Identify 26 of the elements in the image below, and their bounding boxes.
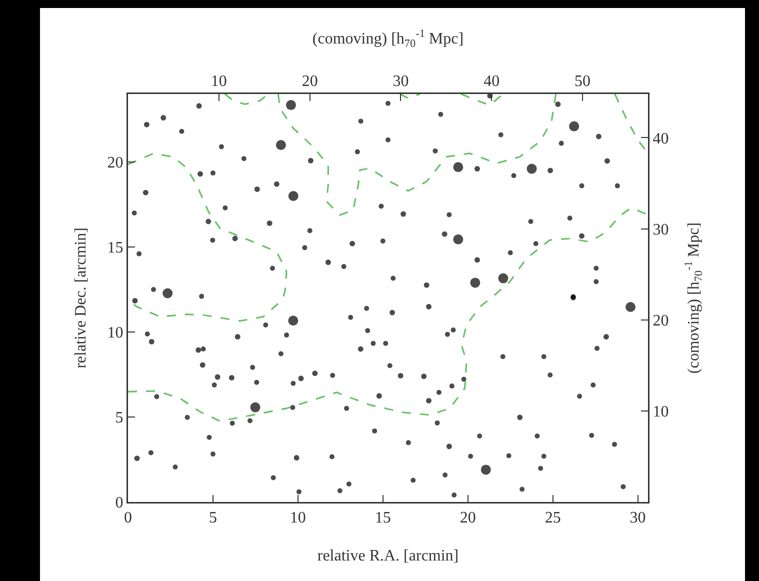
y2-tick-label: 30	[652, 221, 669, 238]
y-tick-label: 5	[115, 410, 124, 427]
y-tick-label: 15	[107, 240, 124, 257]
x-tick-label: 5	[208, 510, 217, 527]
x2-tick-label: 50	[574, 73, 591, 90]
y2-tick-label: 10	[652, 404, 669, 421]
x-tick-label: 30	[630, 510, 646, 527]
x-tick-label: 25	[544, 510, 561, 527]
x2-axis-title: (comoving) [h$_{70}$$^{-1}$ Mpc]	[312, 28, 464, 50]
line-series	[128, 207, 648, 422]
x2-tick-label: 20	[302, 73, 318, 90]
x-tick-label: 15	[374, 510, 391, 527]
y-axis-title: relative Dec. [arcmin]	[72, 228, 90, 368]
y-tick-label: 20	[107, 154, 124, 172]
y-tick-label: 10	[107, 324, 124, 342]
x2-tick-label: 30	[392, 73, 409, 90]
line-series	[128, 152, 288, 322]
y2-tick-label: 20	[652, 312, 669, 330]
y-tick-label: 0	[115, 494, 124, 512]
x-tick-label: 20	[460, 510, 476, 527]
x2-tick-label: 10	[210, 73, 227, 90]
x2-tick-label: 40	[484, 73, 500, 90]
x-tick-label: 10	[290, 510, 306, 527]
line-series	[277, 94, 557, 216]
y2-tick-label: 40	[652, 130, 669, 148]
x-axis-title: relative R.A. [arcmin]	[317, 548, 459, 564]
